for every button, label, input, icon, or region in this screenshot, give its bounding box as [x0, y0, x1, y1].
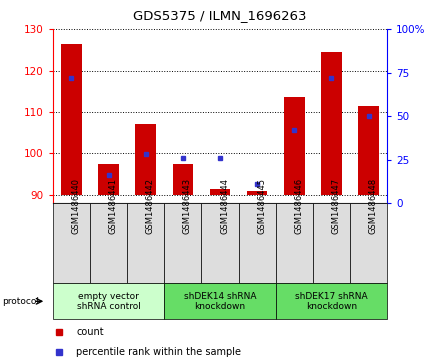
Bar — [238, 203, 276, 283]
Bar — [164, 203, 202, 283]
Text: shDEK14 shRNA
knockdown: shDEK14 shRNA knockdown — [184, 291, 256, 311]
Bar — [98, 164, 119, 195]
Bar — [284, 98, 304, 195]
Text: shDEK17 shRNA
knockdown: shDEK17 shRNA knockdown — [295, 291, 368, 311]
Text: empty vector
shRNA control: empty vector shRNA control — [77, 291, 140, 311]
Text: GDS5375 / ILMN_1696263: GDS5375 / ILMN_1696263 — [133, 9, 307, 22]
Text: GSM1486442: GSM1486442 — [146, 178, 155, 234]
Text: GSM1486440: GSM1486440 — [71, 178, 81, 234]
Bar — [321, 52, 342, 195]
Bar — [53, 203, 90, 283]
Text: GSM1486447: GSM1486447 — [331, 178, 341, 234]
Bar — [350, 203, 387, 283]
Text: count: count — [76, 327, 104, 337]
Bar — [53, 283, 164, 319]
Bar — [313, 203, 350, 283]
Text: percentile rank within the sample: percentile rank within the sample — [76, 347, 241, 357]
Bar — [136, 125, 156, 195]
Text: GSM1486444: GSM1486444 — [220, 178, 229, 234]
Text: protocol: protocol — [2, 297, 39, 306]
Text: GSM1486448: GSM1486448 — [369, 178, 378, 234]
Text: GSM1486445: GSM1486445 — [257, 178, 266, 234]
Bar — [90, 203, 127, 283]
Text: GSM1486443: GSM1486443 — [183, 178, 192, 234]
Bar — [164, 283, 276, 319]
Bar — [210, 189, 230, 195]
Bar — [276, 203, 313, 283]
Bar — [127, 203, 164, 283]
Text: GSM1486441: GSM1486441 — [109, 178, 117, 234]
Bar — [276, 283, 387, 319]
Bar — [172, 164, 193, 195]
Bar — [247, 191, 268, 195]
Bar — [202, 203, 238, 283]
Bar — [359, 106, 379, 195]
Text: GSM1486446: GSM1486446 — [294, 178, 303, 234]
Bar — [61, 44, 81, 195]
